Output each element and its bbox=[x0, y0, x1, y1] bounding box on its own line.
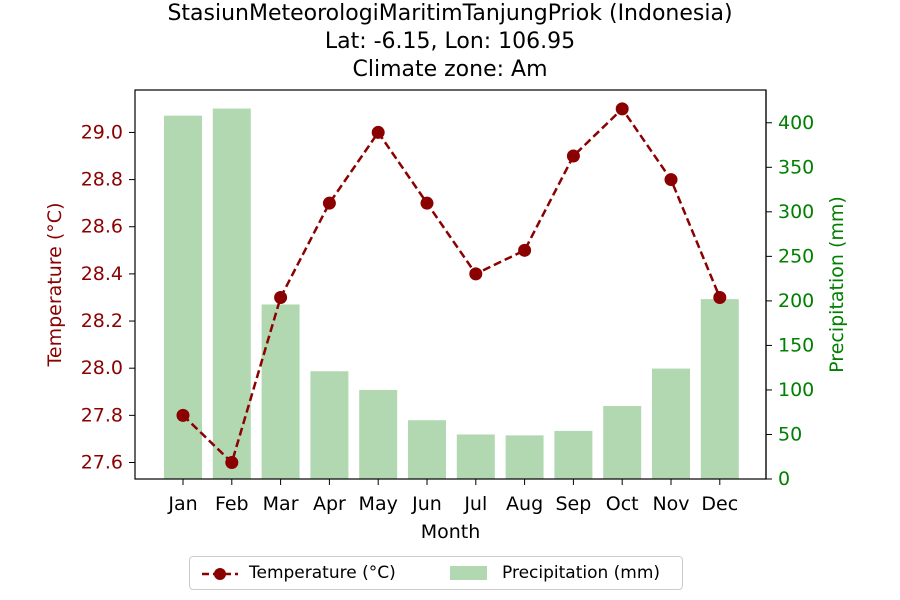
x-tick-label-apr: Apr bbox=[313, 493, 346, 515]
precipitation-bar-oct bbox=[603, 405, 642, 479]
right-tick-label: 0 bbox=[778, 468, 790, 490]
left-axis-label: Temperature (°C) bbox=[44, 203, 66, 368]
legend-temperature-marker bbox=[202, 568, 238, 580]
right-tick-label: 50 bbox=[778, 423, 802, 445]
right-tick-label: 150 bbox=[778, 334, 814, 356]
temperature-point-feb bbox=[225, 455, 239, 469]
precipitation-bar-aug bbox=[505, 435, 544, 479]
temperature-point-aug bbox=[518, 243, 532, 257]
precipitation-bar-apr bbox=[310, 371, 349, 479]
precipitation-bar-nov bbox=[652, 368, 690, 479]
x-tick-label-nov: Nov bbox=[652, 493, 689, 515]
temperature-point-nov bbox=[664, 173, 678, 187]
temperature-point-oct bbox=[615, 102, 629, 116]
right-tick-label: 300 bbox=[778, 201, 814, 223]
temperature-point-may bbox=[371, 125, 385, 139]
temperature-point-dec bbox=[713, 290, 727, 304]
x-tick-label-jul: Jul bbox=[463, 493, 487, 515]
x-tick-label-oct: Oct bbox=[606, 493, 639, 515]
temperature-point-jan bbox=[176, 408, 190, 422]
temperature-point-apr bbox=[322, 196, 336, 210]
precipitation-bar-may bbox=[359, 389, 398, 479]
right-tick-label: 350 bbox=[778, 156, 814, 178]
left-tick-label: 28.6 bbox=[81, 216, 123, 238]
legend-temperature-label: Temperature (°C) bbox=[249, 563, 396, 583]
temperature-point-mar bbox=[274, 290, 288, 304]
precipitation-bar-jan bbox=[164, 115, 202, 480]
temperature-point-sep bbox=[566, 149, 580, 163]
chart-legend: Temperature (°C) Precipitation (mm) bbox=[189, 556, 683, 590]
right-tick-label: 200 bbox=[778, 290, 814, 312]
x-tick-label-aug: Aug bbox=[506, 493, 543, 515]
x-tick-label-jan: Jan bbox=[167, 493, 197, 515]
chart-title-line-2: Lat: -6.15, Lon: 106.95 bbox=[324, 29, 576, 54]
right-tick-label: 250 bbox=[778, 245, 814, 267]
right-tick-label: 100 bbox=[778, 379, 814, 401]
x-tick-label-feb: Feb bbox=[215, 493, 249, 515]
temperature-point-jul bbox=[469, 267, 483, 281]
x-tick-label-jun: Jun bbox=[411, 493, 442, 515]
left-tick-label: 28.2 bbox=[81, 310, 123, 332]
legend-precipitation-swatch bbox=[450, 566, 487, 580]
temperature-line bbox=[182, 106, 721, 465]
right-axis-label: Precipitation (mm) bbox=[826, 196, 848, 373]
precipitation-bar-feb bbox=[212, 108, 251, 480]
x-axis-label: Month bbox=[421, 521, 481, 543]
legend-precipitation-label: Precipitation (mm) bbox=[502, 563, 661, 583]
left-tick-label: 29.0 bbox=[81, 121, 123, 143]
x-tick-label-mar: Mar bbox=[263, 493, 299, 515]
left-tick-label: 28.4 bbox=[81, 263, 123, 285]
precipitation-bar-dec bbox=[700, 299, 739, 479]
chart-title-line-1: StasiunMeteorologiMaritimTanjungPriok (I… bbox=[167, 1, 733, 26]
temperature-point-jun bbox=[420, 196, 434, 210]
x-tick-label-dec: Dec bbox=[701, 493, 738, 515]
chart-title-line-3: Climate zone: Am bbox=[352, 57, 548, 82]
left-tick-label: 28.0 bbox=[81, 357, 123, 379]
left-tick-label: 27.6 bbox=[81, 451, 123, 473]
left-tick-label: 27.8 bbox=[81, 404, 123, 426]
right-tick-label: 400 bbox=[778, 112, 814, 134]
precipitation-bar-jun bbox=[408, 420, 446, 479]
precipitation-bar-jul bbox=[456, 434, 495, 479]
left-tick-label: 28.8 bbox=[81, 169, 123, 191]
x-tick-label-may: May bbox=[359, 493, 398, 515]
precipitation-bar-mar bbox=[261, 304, 300, 479]
precipitation-bar-sep bbox=[554, 430, 593, 479]
x-tick-label-sep: Sep bbox=[555, 493, 591, 515]
